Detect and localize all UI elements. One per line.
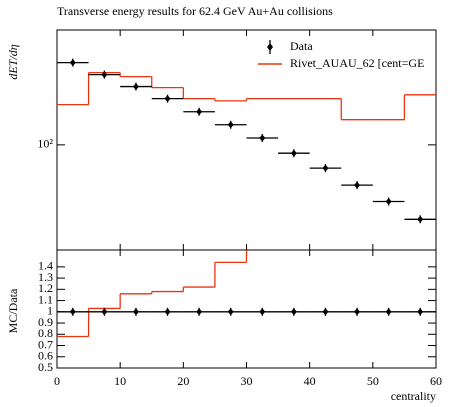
data-point	[290, 308, 297, 316]
y-tick-label: 1	[47, 304, 53, 318]
x-tick-label: 60	[430, 374, 442, 388]
x-tick-label: 10	[114, 374, 126, 388]
data-point	[354, 181, 361, 189]
y-tick-label: 1.2	[38, 281, 53, 295]
data-point	[385, 308, 392, 316]
data-point	[101, 71, 108, 79]
legend-swatch	[267, 43, 273, 51]
data-point	[69, 308, 76, 316]
data-point	[164, 95, 171, 103]
x-tick-label: 50	[367, 374, 379, 388]
y-tick-label: 1.4	[38, 259, 53, 273]
x-tick-label: 30	[241, 374, 253, 388]
data-point	[290, 149, 297, 157]
chart-title: Transverse energy results for 62.4 GeV A…	[57, 4, 333, 18]
y-tick-label: 0.9	[38, 315, 53, 329]
data-point	[196, 308, 203, 316]
legend-label: Rivet_AUAU_62 [cent=GE	[290, 56, 424, 70]
y-tick-label: 0.8	[38, 326, 53, 340]
y-tick-label: 1.3	[38, 270, 53, 284]
plot-area	[57, 58, 436, 224]
data-point	[196, 108, 203, 116]
data-point	[259, 308, 266, 316]
data-point	[417, 308, 424, 316]
data-point	[227, 121, 234, 129]
data-point	[417, 215, 424, 223]
plot-area	[57, 250, 436, 338]
y-tick-label: 10²	[37, 137, 53, 151]
x-tick-label: 20	[177, 374, 189, 388]
data-point	[322, 308, 329, 316]
y-tick-label: 0.6	[38, 349, 53, 363]
data-point	[132, 308, 139, 316]
x-axis-label: centrality	[391, 389, 436, 403]
x-tick-label: 40	[304, 374, 316, 388]
x-tick-label: 0	[54, 374, 60, 388]
data-point	[164, 308, 171, 316]
data-point	[322, 164, 329, 172]
y-tick-label: 0.7	[38, 337, 53, 351]
data-point	[132, 83, 139, 91]
data-point	[101, 308, 108, 316]
ratio-y-axis-label: MC/Data	[6, 288, 20, 333]
y-axis-label: dET/dη	[6, 44, 20, 79]
legend-label: Data	[290, 39, 313, 53]
y-tick-label: 0.5	[38, 360, 53, 374]
data-point	[259, 134, 266, 142]
data-point	[227, 308, 234, 316]
data-point	[385, 198, 392, 206]
y-tick-label: 1.1	[38, 292, 53, 306]
data-point	[354, 308, 361, 316]
data-point	[69, 59, 76, 67]
